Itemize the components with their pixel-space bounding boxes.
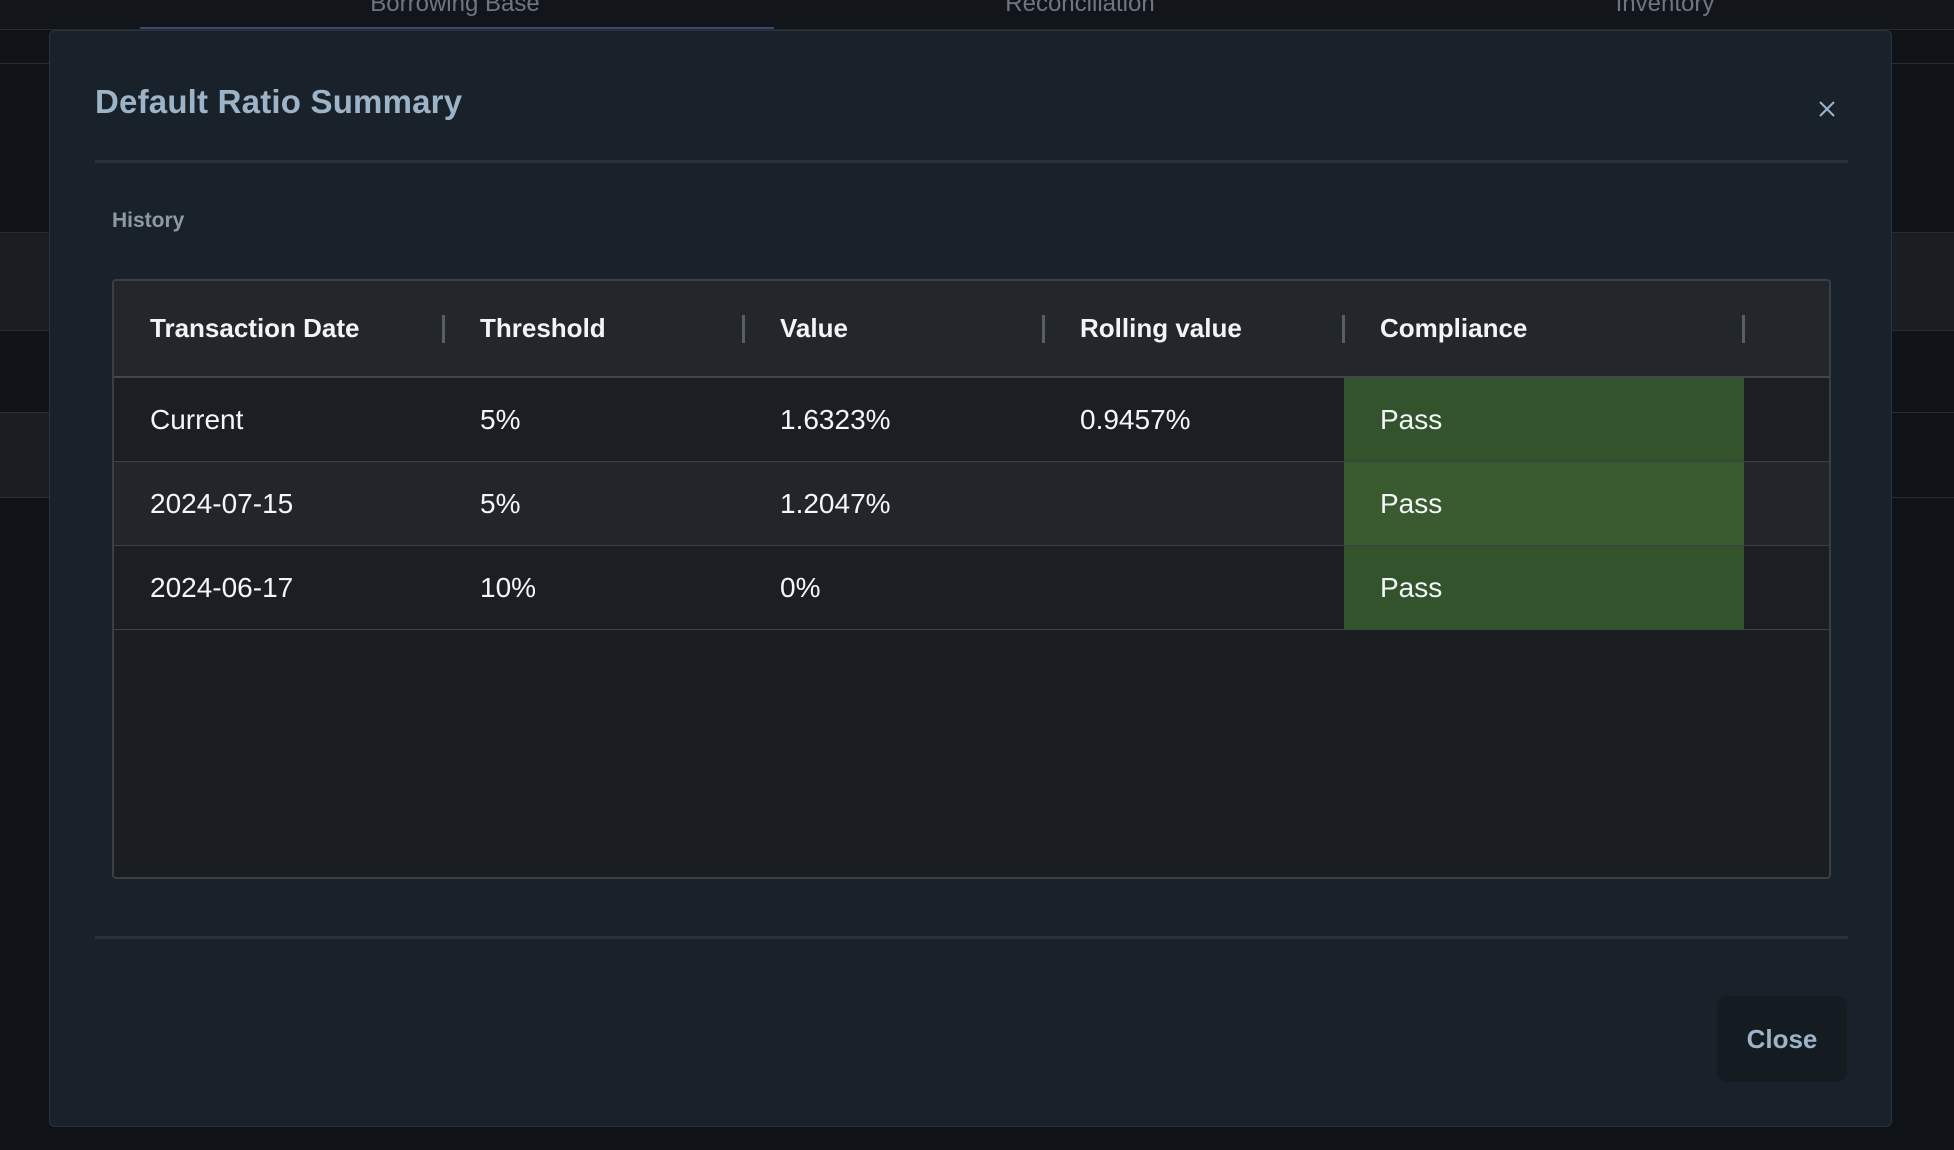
column-resize-handle[interactable] <box>1742 315 1745 343</box>
history-table: Transaction Date Threshold Value Rolling… <box>112 279 1831 879</box>
cell-transaction-date: Current <box>150 403 244 435</box>
close-icon <box>1819 101 1835 117</box>
table-row[interactable]: 2024-06-17 10% 0% Pass <box>114 546 1829 630</box>
default-ratio-summary-dialog: Default Ratio Summary History Transactio… <box>49 30 1892 1127</box>
column-resize-handle[interactable] <box>742 315 745 343</box>
table-header: Transaction Date Threshold Value Rolling… <box>114 281 1829 378</box>
column-header-transaction-date[interactable]: Transaction Date <box>150 313 360 343</box>
dialog-title: Default Ratio Summary <box>95 83 463 120</box>
cell-transaction-date: 2024-07-15 <box>150 487 294 519</box>
cell-threshold: 10% <box>480 571 537 603</box>
background-tab-inventory: Inventory <box>1615 0 1715 17</box>
footer-divider <box>95 936 1848 939</box>
cell-rolling-value <box>1044 546 1344 629</box>
cell-value: 1.6323% <box>780 403 891 435</box>
background-tab-borrowing-base: Borrowing Base <box>370 0 540 17</box>
column-header-rolling-value[interactable]: Rolling value <box>1080 313 1242 343</box>
column-resize-handle[interactable] <box>1342 315 1345 343</box>
background-tab-reconciliation: Reconciliation <box>1005 0 1155 17</box>
history-section-label: History <box>112 209 185 232</box>
cell-value: 1.2047% <box>780 487 891 519</box>
header-divider <box>95 160 1848 163</box>
cell-rolling-value: 0.9457% <box>1080 403 1191 435</box>
cell-compliance-status: Pass <box>1344 378 1744 461</box>
close-dialog-button[interactable] <box>1805 87 1849 131</box>
cell-threshold: 5% <box>480 487 521 519</box>
column-header-compliance[interactable]: Compliance <box>1380 313 1528 343</box>
close-button[interactable]: Close <box>1717 996 1847 1082</box>
column-header-value[interactable]: Value <box>780 313 848 343</box>
background-tab-bar: Borrowing Base Reconciliation Inventory <box>0 0 1954 30</box>
cell-transaction-date: 2024-06-17 <box>150 571 294 603</box>
column-resize-handle[interactable] <box>1042 315 1045 343</box>
cell-compliance-status: Pass <box>1344 546 1744 629</box>
cell-compliance-status: Pass <box>1344 462 1744 545</box>
table-row[interactable]: Current 5% 1.6323% 0.9457% Pass <box>114 378 1829 462</box>
cell-threshold: 5% <box>480 403 521 435</box>
cell-value: 0% <box>780 571 821 603</box>
background-tab-underline <box>140 27 774 29</box>
column-resize-handle[interactable] <box>442 315 445 343</box>
column-header-threshold[interactable]: Threshold <box>480 313 606 343</box>
table-row[interactable]: 2024-07-15 5% 1.2047% Pass <box>114 462 1829 546</box>
cell-rolling-value <box>1044 462 1344 545</box>
